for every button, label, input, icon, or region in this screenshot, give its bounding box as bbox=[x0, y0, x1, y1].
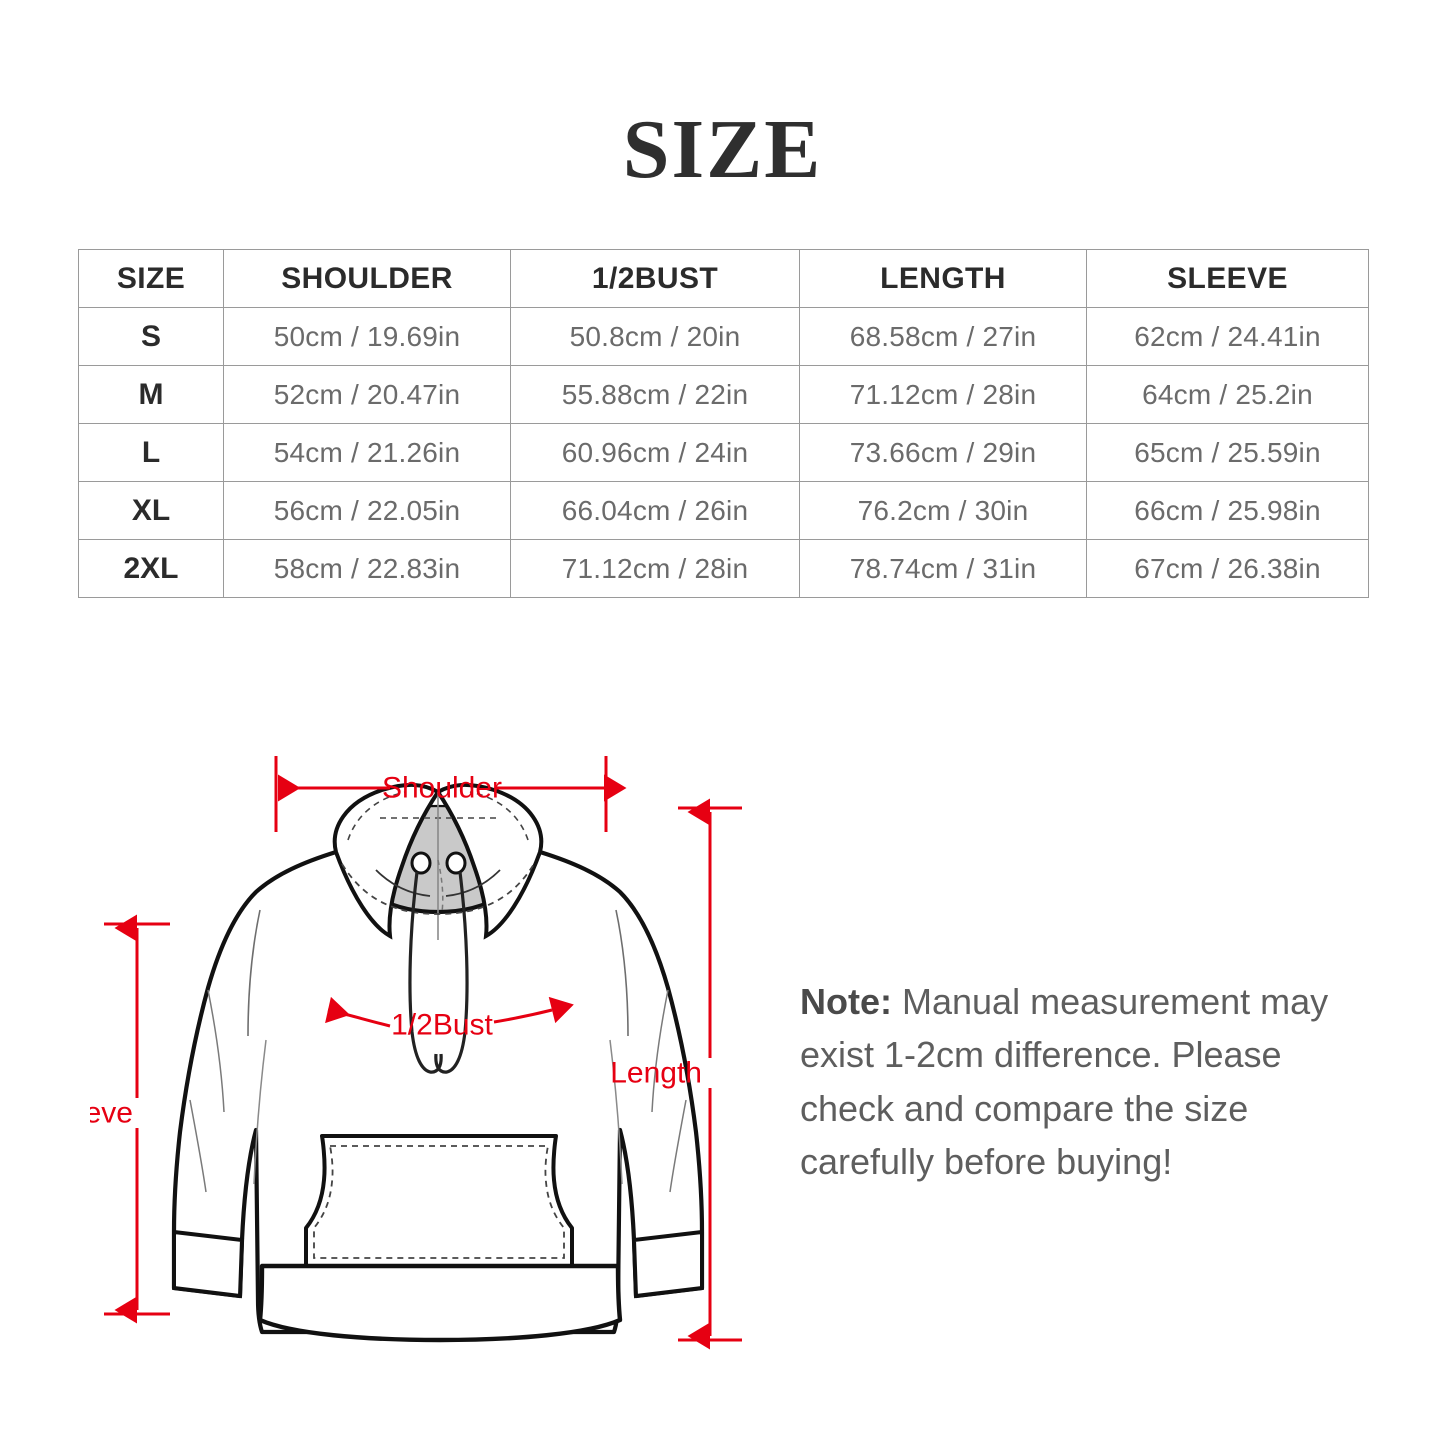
cell-length: 76.2cm / 30in bbox=[799, 481, 1087, 540]
cell-length: 71.12cm / 28in bbox=[799, 365, 1087, 424]
column-header-size: SIZE bbox=[78, 249, 224, 308]
cell-size: S bbox=[78, 307, 224, 366]
table-row: 2XL 58cm / 22.83in 71.12cm / 28in 78.74c… bbox=[78, 539, 1369, 598]
note-block: Note: Manual measurement may exist 1-2cm… bbox=[800, 975, 1365, 1188]
cell-sleeve: 65cm / 25.59in bbox=[1086, 423, 1369, 482]
column-header-shoulder: SHOULDER bbox=[223, 249, 511, 308]
left-eyelet-icon bbox=[410, 851, 432, 875]
neckline-stitch bbox=[341, 863, 535, 915]
column-header-sleeve: SLEEVE bbox=[1086, 249, 1369, 308]
sleeve-measurement: Sleeve bbox=[90, 914, 170, 1324]
column-header-length: LENGTH bbox=[799, 249, 1087, 308]
half-bust-label: 1/2Bust bbox=[391, 1009, 493, 1042]
table-row: XL 56cm / 22.05in 66.04cm / 26in 76.2cm … bbox=[78, 481, 1369, 540]
sleeve-label: Sleeve bbox=[90, 1097, 133, 1130]
cell-shoulder: 50cm / 19.69in bbox=[223, 307, 511, 366]
hood-right-fold-stitch bbox=[469, 791, 529, 841]
cell-sleeve: 64cm / 25.2in bbox=[1086, 365, 1369, 424]
hood-drape-shade-right bbox=[445, 869, 501, 897]
right-side-seam-shade bbox=[609, 1039, 623, 1185]
page-title: SIZE bbox=[622, 103, 823, 196]
pocket-stitch-line bbox=[313, 1145, 565, 1259]
right-armhole-shade bbox=[615, 909, 629, 1037]
cell-size: M bbox=[78, 365, 224, 424]
cell-half-bust: 60.96cm / 24in bbox=[510, 423, 800, 482]
right-drawstring bbox=[434, 871, 469, 1074]
left-armhole-shade bbox=[247, 909, 261, 1037]
size-table: SIZE SHOULDER 1/2BUST LENGTH SLEEVE S 50… bbox=[78, 249, 1369, 598]
kangaroo-pocket bbox=[304, 1134, 574, 1268]
hoodie-body-outline bbox=[171, 849, 705, 1335]
length-label: Length bbox=[610, 1057, 702, 1090]
cell-length: 73.66cm / 29in bbox=[799, 423, 1087, 482]
cell-half-bust: 55.88cm / 22in bbox=[510, 365, 800, 424]
cell-half-bust: 71.12cm / 28in bbox=[510, 539, 800, 598]
half-bust-arrow-left-segment bbox=[325, 996, 391, 1028]
cell-size: 2XL bbox=[78, 539, 224, 598]
table-row: M 52cm / 20.47in 55.88cm / 22in 71.12cm … bbox=[78, 365, 1369, 424]
cell-sleeve: 66cm / 25.98in bbox=[1086, 481, 1369, 540]
cell-shoulder: 56cm / 22.05in bbox=[223, 481, 511, 540]
cell-shoulder: 58cm / 22.83in bbox=[223, 539, 511, 598]
right-sleeve-drape-b bbox=[669, 1099, 687, 1193]
hood-center-dashed-curve bbox=[437, 859, 444, 913]
hood-drape-shade-left bbox=[375, 869, 431, 897]
cell-length: 78.74cm / 31in bbox=[799, 539, 1087, 598]
cell-shoulder: 54cm / 21.26in bbox=[223, 423, 511, 482]
note-label: Note: bbox=[800, 981, 892, 1022]
table-row: S 50cm / 19.69in 50.8cm / 20in 68.58cm /… bbox=[78, 307, 1369, 366]
table-header-row: SIZE SHOULDER 1/2BUST LENGTH SLEEVE bbox=[78, 249, 1369, 308]
length-measurement: Length bbox=[610, 798, 742, 1350]
hood-left-fold-stitch bbox=[347, 791, 407, 841]
table-row: L 54cm / 21.26in 60.96cm / 24in 73.66cm … bbox=[78, 423, 1369, 482]
right-cuff bbox=[631, 1229, 704, 1299]
right-eyelet-icon bbox=[445, 851, 467, 875]
shoulder-label: Shoulder bbox=[382, 772, 502, 805]
half-bust-arrow-right-segment bbox=[493, 996, 574, 1024]
left-cuff bbox=[172, 1229, 245, 1299]
cell-half-bust: 50.8cm / 20in bbox=[510, 307, 800, 366]
hood-left-panel bbox=[332, 783, 441, 940]
cell-shoulder: 52cm / 20.47in bbox=[223, 365, 511, 424]
cell-size: XL bbox=[78, 481, 224, 540]
shoulder-measurement: Shoulder bbox=[274, 756, 627, 832]
left-sleeve-drape-a bbox=[207, 989, 225, 1113]
right-sleeve-drape-a bbox=[651, 989, 669, 1113]
column-header-half-bust: 1/2BUST bbox=[510, 249, 800, 308]
hood-right-panel bbox=[435, 783, 544, 940]
left-side-seam-shade bbox=[253, 1039, 267, 1185]
note-text: Manual measurement may exist 1-2cm diffe… bbox=[800, 981, 1329, 1182]
cell-length: 68.58cm / 27in bbox=[799, 307, 1087, 366]
cell-sleeve: 62cm / 24.41in bbox=[1086, 307, 1369, 366]
cell-half-bust: 66.04cm / 26in bbox=[510, 481, 800, 540]
cell-size: L bbox=[78, 423, 224, 482]
hoodie-measurement-diagram: Shoulder 1/2Bust Length bbox=[90, 740, 790, 1360]
half-bust-measurement: 1/2Bust bbox=[325, 996, 574, 1042]
bottom-hem-band bbox=[257, 1263, 623, 1343]
left-sleeve-drape-b bbox=[189, 1099, 207, 1193]
cell-sleeve: 67cm / 26.38in bbox=[1086, 539, 1369, 598]
hoodie-illustration bbox=[171, 783, 705, 1343]
